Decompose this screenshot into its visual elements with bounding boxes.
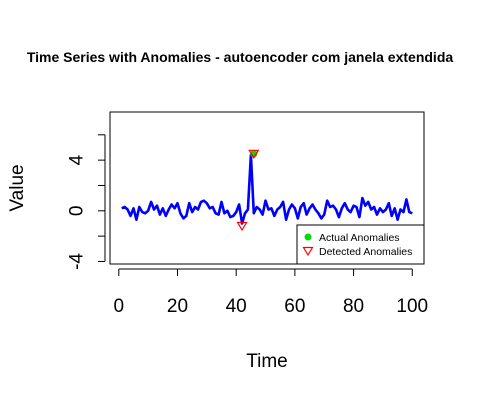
chart-title: Time Series with Anomalies - autoencoder… — [27, 49, 454, 65]
legend-actual-label: Actual Anomalies — [319, 232, 400, 244]
x-axis: 0 20 40 60 80 100 — [114, 268, 428, 317]
y-axis-label: Value — [7, 164, 28, 211]
y-axis: -4 0 4 — [67, 134, 106, 270]
y-tick-label: -4 — [67, 253, 88, 270]
legend-detected-label: Detected Anomalies — [319, 246, 412, 258]
y-tick-label: 0 — [67, 206, 88, 217]
legend: Actual Anomalies Detected Anomalies — [296, 224, 425, 265]
x-tick-label: 80 — [343, 296, 364, 317]
plot-frame — [109, 111, 425, 265]
series-layer — [121, 153, 413, 225]
x-tick-label: 0 — [114, 296, 125, 317]
legend-actual-marker — [304, 233, 312, 241]
x-tick-label: 40 — [226, 296, 247, 317]
detected-anomaly-point — [248, 149, 260, 159]
legend-box — [296, 224, 425, 265]
y-tick-label: 4 — [67, 154, 88, 165]
legend-detected-marker — [302, 246, 314, 257]
x-axis-label: Time — [246, 351, 288, 372]
x-tick-label: 20 — [167, 296, 188, 317]
detected-anomaly-point — [236, 221, 248, 232]
series-line — [121, 153, 413, 225]
x-tick-label: 100 — [396, 296, 428, 317]
x-tick-label: 60 — [284, 296, 305, 317]
anomaly-layer — [236, 149, 260, 232]
